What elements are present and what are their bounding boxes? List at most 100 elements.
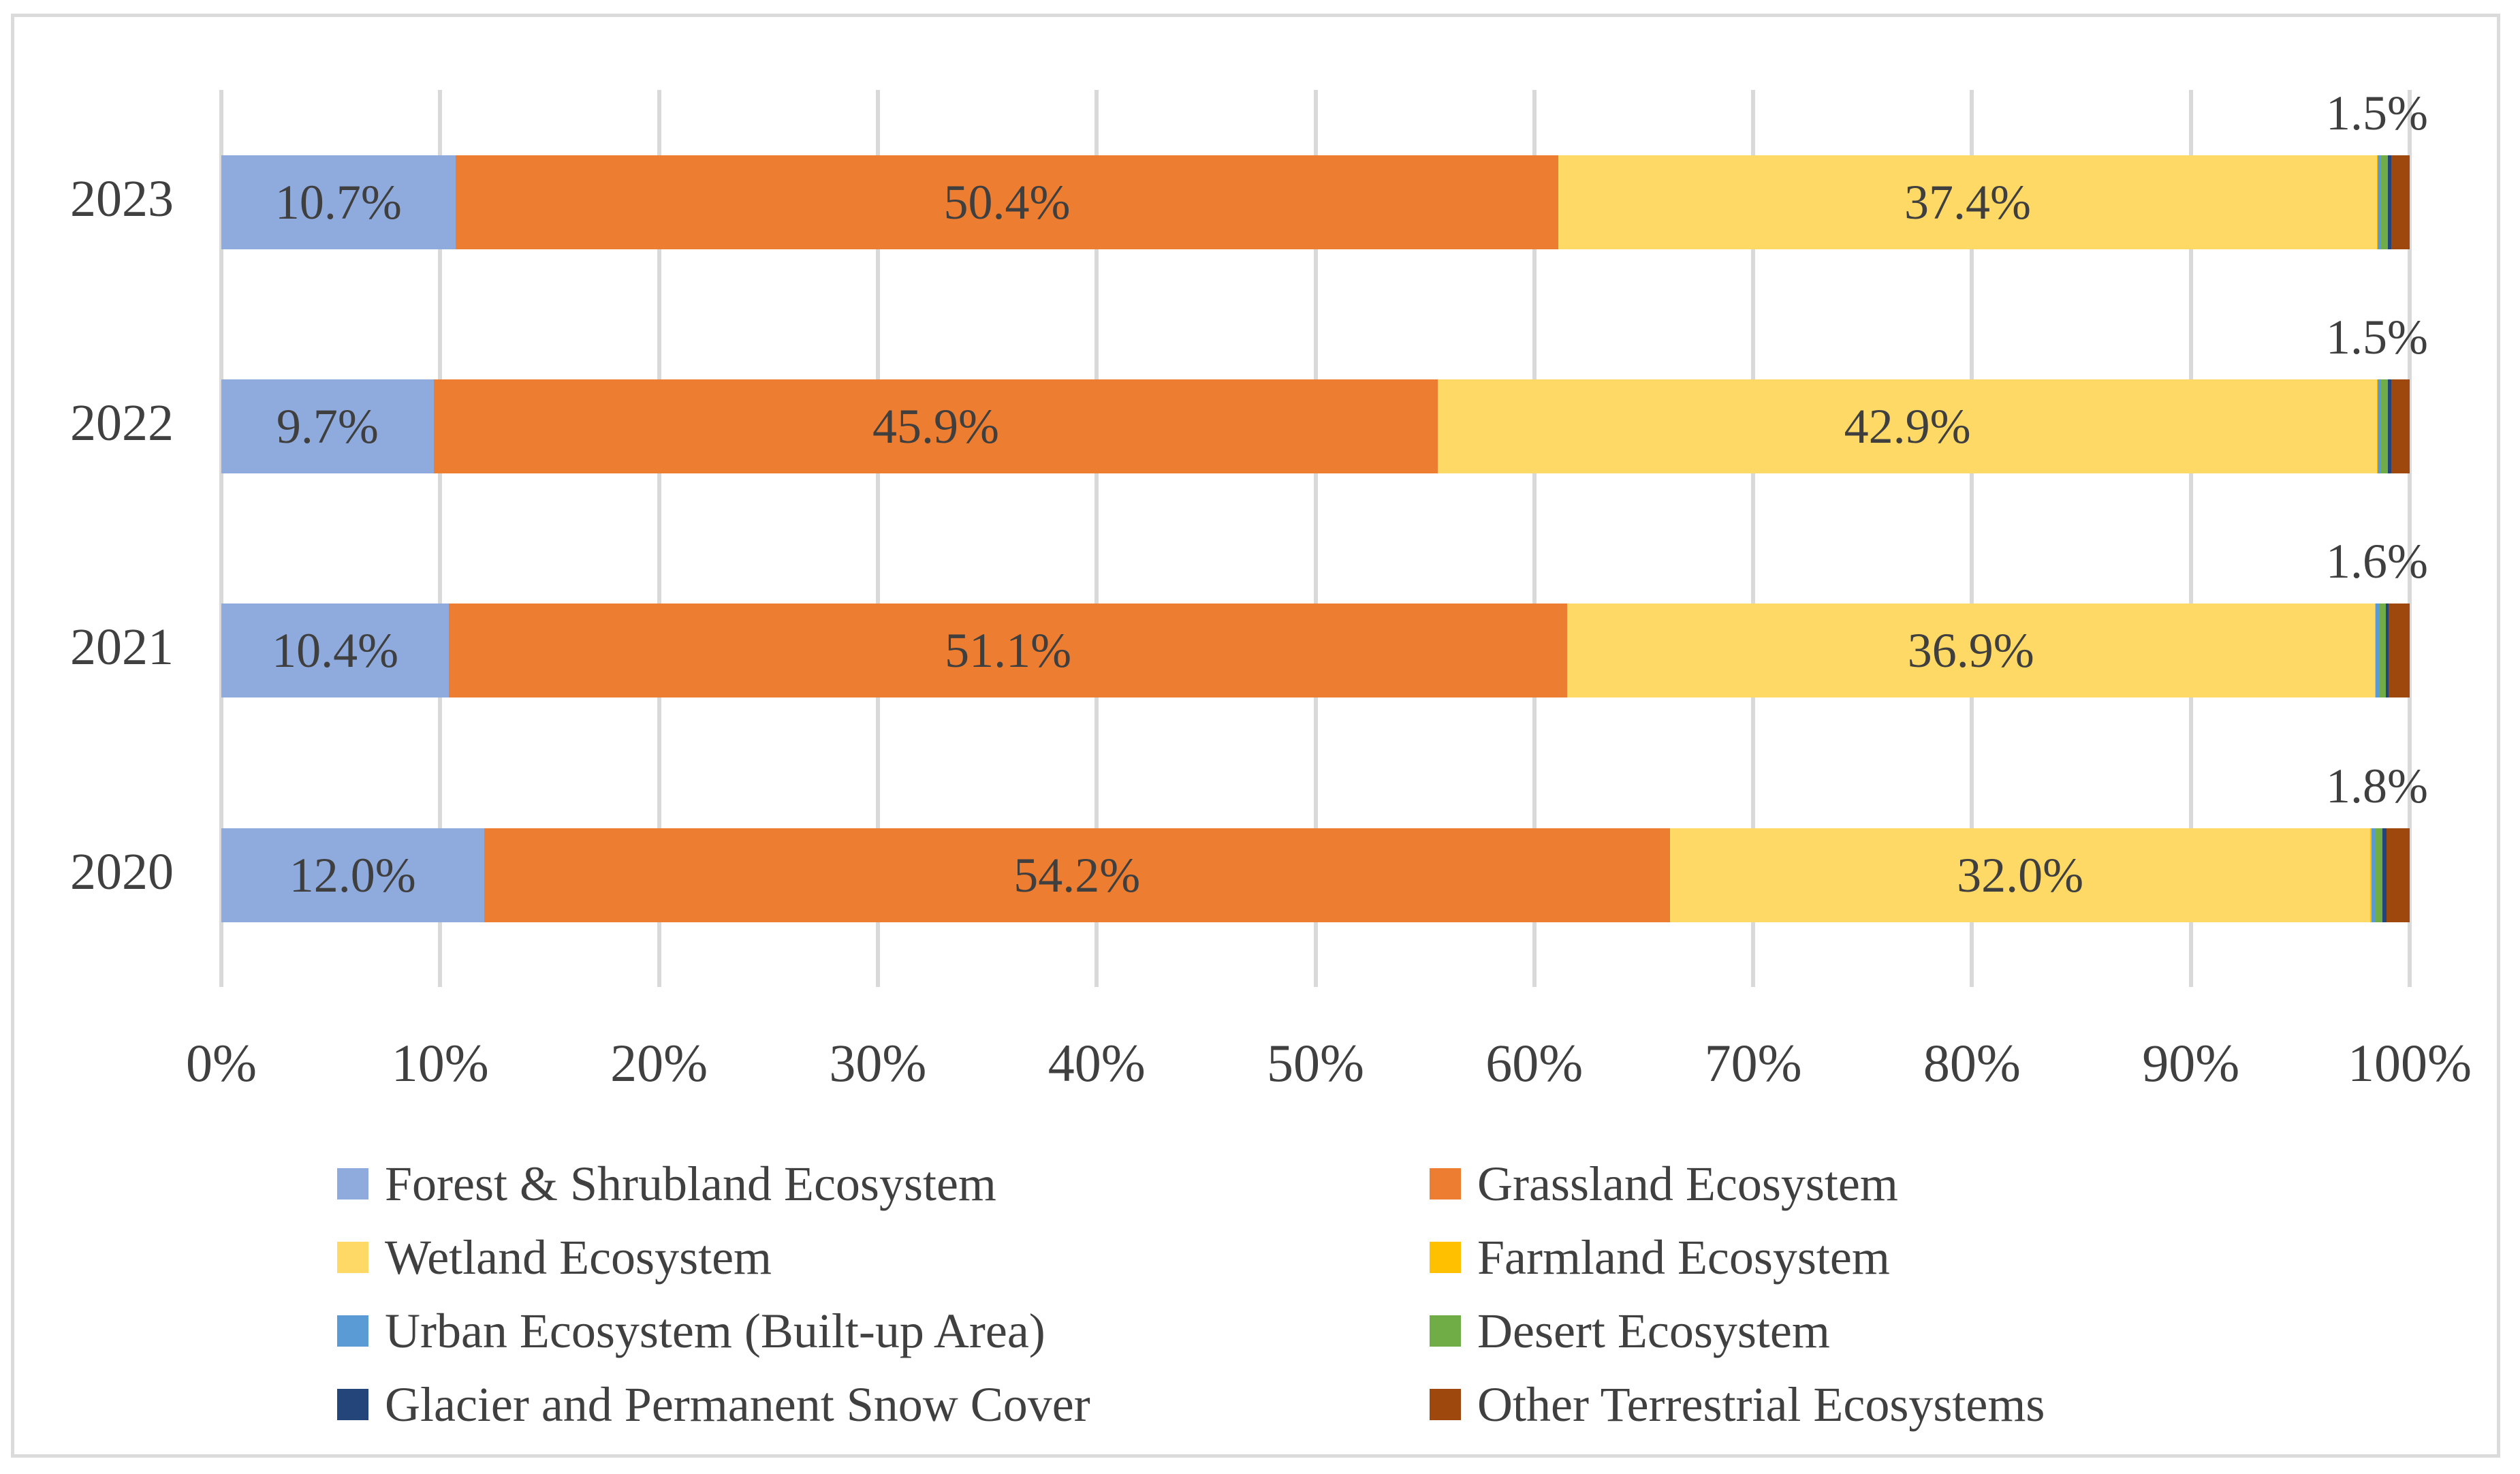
segment-data-label: 45.9% — [872, 398, 1000, 454]
segment-data-label: 36.9% — [1907, 623, 2034, 678]
legend-swatch — [337, 1168, 368, 1199]
legend-label: Farmland Ecosystem — [1477, 1229, 1890, 1285]
segment-data-label: 51.1% — [945, 623, 1072, 678]
bar-segment — [2374, 603, 2376, 697]
gridline-80% — [1970, 90, 1974, 987]
segment-data-label: 10.7% — [274, 174, 402, 230]
legend-item: Desert Ecosystem — [1430, 1304, 1830, 1358]
legend-swatch — [337, 1315, 368, 1347]
legend-item: Glacier and Permanent Snow Cover — [337, 1377, 1090, 1432]
category-label-2021: 2021 — [70, 618, 174, 676]
legend-label: Desert Ecosystem — [1477, 1303, 1830, 1358]
x-tick-label-80%: 80% — [1923, 1033, 2021, 1093]
legend-swatch — [1430, 1389, 1461, 1420]
bar-segment: 9.7% — [221, 379, 434, 473]
gridline-0% — [219, 90, 223, 987]
bar-segment — [2381, 155, 2388, 249]
outside-end-label: 1.5% — [2326, 86, 2428, 140]
bar-segment — [2378, 603, 2386, 697]
segment-data-label: 50.4% — [943, 174, 1071, 230]
legend-swatch — [1430, 1168, 1461, 1199]
bar-segment — [2391, 155, 2410, 249]
segment-data-label: 54.2% — [1013, 847, 1141, 903]
legend-item: Wetland Ecosystem — [337, 1230, 772, 1285]
legend-swatch — [1430, 1315, 1461, 1347]
segment-data-label: 32.0% — [1957, 847, 2084, 903]
segment-data-label: 10.4% — [272, 623, 399, 678]
legend-item: Forest & Shrubland Ecosystem — [337, 1157, 996, 1211]
legend-item: Urban Ecosystem (Built-up Area) — [337, 1304, 1045, 1358]
x-tick-label-10%: 10% — [391, 1033, 489, 1093]
gridline-90% — [2188, 90, 2193, 987]
x-tick-label-70%: 70% — [1704, 1033, 1802, 1093]
legend-swatch — [1430, 1242, 1461, 1273]
outside-end-label: 1.8% — [2326, 759, 2428, 813]
x-tick-label-60%: 60% — [1485, 1033, 1584, 1093]
x-tick-label-50%: 50% — [1267, 1033, 1364, 1093]
gridline-50% — [1313, 90, 1318, 987]
category-label-2023: 2023 — [70, 170, 174, 228]
legend-label: Urban Ecosystem (Built-up Area) — [385, 1303, 1045, 1358]
gridline-20% — [657, 90, 661, 987]
bar-segment: 54.2% — [484, 828, 1670, 922]
bar-row-2023: 10.7% 50.4% 37.4% — [221, 155, 2410, 249]
legend-swatch — [337, 1389, 368, 1420]
bar-segment: 50.4% — [455, 155, 1559, 249]
bar-segment — [2391, 379, 2410, 473]
x-tick-label-90%: 90% — [2142, 1033, 2240, 1093]
bar-segment — [2387, 379, 2391, 473]
bar-segment — [2371, 828, 2376, 922]
legend-label: Grassland Ecosystem — [1477, 1156, 1898, 1211]
figure-border: 10.7% 50.4% 37.4% 2023 1.5% 9.7% 45.9% 42.9% 202… — [11, 14, 2500, 1458]
gridline-30% — [875, 90, 880, 987]
bar-segment — [2385, 603, 2389, 697]
x-tick-label-30%: 30% — [829, 1033, 927, 1093]
legend-item: Other Terrestrial Ecosystems — [1430, 1377, 2045, 1432]
bar-segment: 36.9% — [1566, 603, 2375, 697]
segment-data-label: 37.4% — [1904, 174, 2031, 230]
bar-row-2022: 9.7% 45.9% 42.9% — [221, 379, 2410, 473]
x-tick-label-100%: 100% — [2348, 1033, 2472, 1093]
bar-segment: 12.0% — [221, 828, 484, 922]
segment-data-label: 9.7% — [276, 398, 379, 454]
bar-segment: 32.0% — [1669, 828, 2371, 922]
bar-segment: 51.1% — [449, 603, 1567, 697]
outside-end-label: 1.5% — [2326, 310, 2428, 364]
legend-item: Grassland Ecosystem — [1430, 1157, 1898, 1211]
bar-segment — [2378, 155, 2382, 249]
gridline-10% — [438, 90, 443, 987]
bar-segment: 42.9% — [1438, 379, 2377, 473]
segment-data-label: 12.0% — [289, 847, 416, 903]
outside-end-label: 1.6% — [2326, 534, 2428, 589]
category-label-2020: 2020 — [70, 843, 174, 900]
bar-segment — [2370, 828, 2372, 922]
legend-label: Glacier and Permanent Snow Cover — [385, 1377, 1090, 1432]
bar-segment — [2389, 603, 2410, 697]
segment-data-label: 42.9% — [1844, 398, 1971, 454]
bar-segment: 10.7% — [221, 155, 456, 249]
gridline-60% — [1532, 90, 1537, 987]
bar-segment — [2376, 603, 2379, 697]
bar-segment: 10.4% — [221, 603, 450, 697]
x-tick-label-40%: 40% — [1048, 1033, 1146, 1093]
gridline-70% — [1751, 90, 1756, 987]
gridline-40% — [1094, 90, 1099, 987]
bar-segment — [2376, 155, 2378, 249]
bar-segment: 45.9% — [433, 379, 1438, 473]
legend-item: Farmland Ecosystem — [1430, 1230, 1890, 1285]
legend-label: Other Terrestrial Ecosystems — [1477, 1377, 2045, 1432]
bar-segment — [2376, 379, 2378, 473]
bar-segment: 37.4% — [1558, 155, 2377, 249]
x-tick-label-20%: 20% — [610, 1033, 708, 1093]
bar-segment — [2382, 828, 2387, 922]
x-tick-label-0%: 0% — [186, 1033, 257, 1093]
legend-label: Forest & Shrubland Ecosystem — [385, 1156, 996, 1211]
legend-swatch — [337, 1242, 368, 1273]
bar-row-2020: 12.0% 54.2% 32.0% — [221, 828, 2410, 922]
bar-segment — [2378, 379, 2382, 473]
bar-segment — [2387, 828, 2410, 922]
bar-segment — [2387, 155, 2391, 249]
bar-row-2021: 10.4% 51.1% 36.9% — [221, 603, 2410, 697]
bar-segment — [2376, 828, 2382, 922]
legend-label: Wetland Ecosystem — [385, 1229, 772, 1285]
